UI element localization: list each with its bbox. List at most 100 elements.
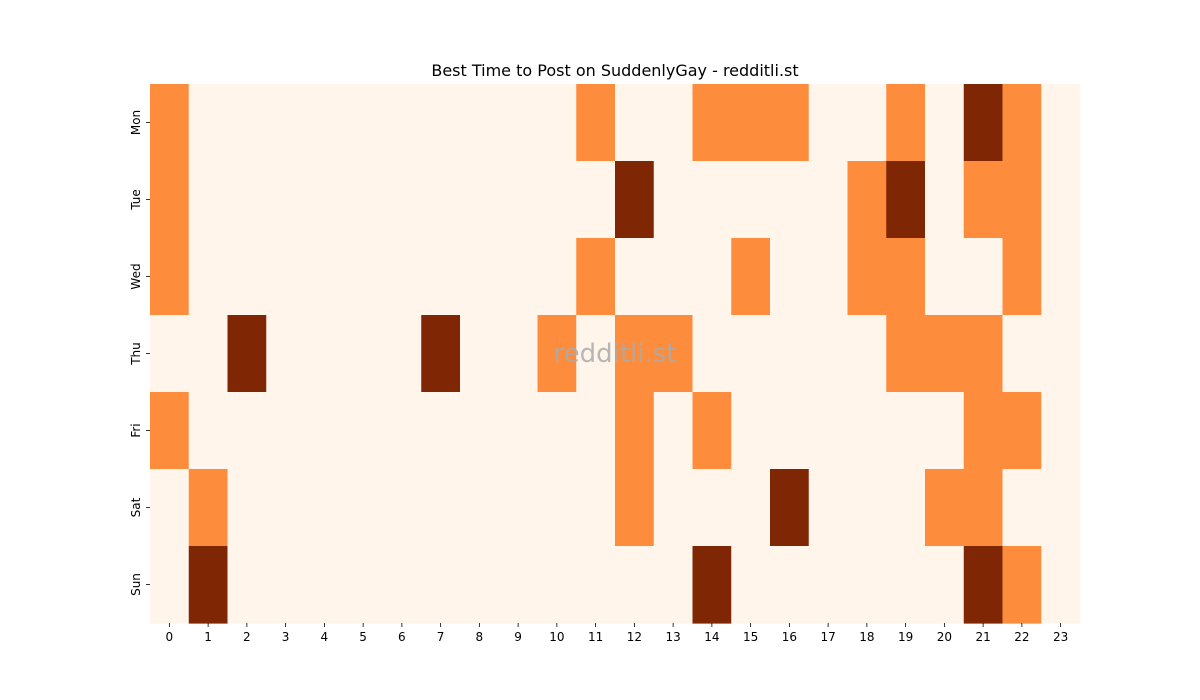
x-tick-label: 20 [937,630,952,644]
heatmap-cell [808,546,849,624]
heatmap-cell [847,238,887,316]
heatmap-cell [653,84,694,162]
x-tick-label: 5 [359,630,367,644]
heatmap-cell [1041,161,1081,239]
heatmap-cell [460,238,500,316]
heatmap-cell [847,315,887,393]
heatmap-cell [925,84,965,162]
heatmap-cell [537,546,577,624]
heatmap-cell [653,161,694,239]
heatmap-cell [266,84,306,162]
heatmap-cell [266,315,306,393]
heatmap-cell [576,161,616,239]
heatmap-cell [343,161,384,239]
heatmap-cell [692,315,732,393]
heatmap-cell [382,546,422,624]
heatmap-cell [1002,469,1042,547]
heatmap-cell [576,84,616,162]
heatmap-cell [963,546,1004,624]
heatmap-cell [498,84,539,162]
heatmap-cell [886,315,926,393]
heatmap-cell [421,392,461,470]
heatmap-cell [305,469,345,547]
heatmap-cell [1041,84,1081,162]
y-tick-label: Tue [129,189,143,211]
y-tick-label: Sun [129,573,143,596]
heatmap-cell [498,161,539,239]
heatmap-cell [266,392,306,470]
heatmap-cell [615,315,655,393]
heatmap-cell [692,84,732,162]
heatmap-cell [227,315,267,393]
heatmap-cell [615,161,655,239]
heatmap-cell [1041,238,1081,316]
heatmap-cell [343,84,384,162]
heatmap-cell [731,392,771,470]
x-tick-label: 10 [549,630,564,644]
heatmap-cell [305,392,345,470]
heatmap-cell [188,392,229,470]
heatmap-cell [305,161,345,239]
heatmap-cell [731,84,771,162]
heatmap-cell [615,238,655,316]
x-tick-label: 23 [1053,630,1068,644]
x-tick-label: 4 [321,630,329,644]
heatmap-cell [537,469,577,547]
heatmap-cell [150,315,190,393]
y-tick-label: Wed [129,263,143,289]
heatmap-cell [731,469,771,547]
heatmap-cells [150,84,1081,624]
heatmap-cell [266,546,306,624]
heatmap-cell [421,84,461,162]
heatmap-cell [188,84,229,162]
heatmap-cell [653,238,694,316]
heatmap-cell [421,161,461,239]
heatmap-cell [653,315,694,393]
heatmap-cell [498,469,539,547]
heatmap-cell [770,84,810,162]
chart-title: Best Time to Post on SuddenlyGay - reddi… [431,61,798,80]
x-tick-label: 17 [820,630,835,644]
heatmap-cell [460,315,500,393]
heatmap-cell [266,238,306,316]
heatmap-cell [227,238,267,316]
heatmap-cell [188,315,229,393]
heatmap-cell [925,546,965,624]
heatmap-cell [886,546,926,624]
heatmap-cell [382,392,422,470]
heatmap-cell [731,315,771,393]
heatmap-cell [847,84,887,162]
heatmap-cell [925,469,965,547]
heatmap-cell [1041,546,1081,624]
heatmap-cell [343,469,384,547]
heatmap-cell [150,469,190,547]
x-tick-label: 1 [204,630,212,644]
heatmap-cell [770,469,810,547]
heatmap-cell [808,238,849,316]
heatmap-cell [227,161,267,239]
heatmap-cell [421,315,461,393]
heatmap-cell [731,238,771,316]
heatmap-cell [925,315,965,393]
heatmap-cell [537,84,577,162]
heatmap-cell [770,546,810,624]
heatmap-cell [305,546,345,624]
heatmap-cell [227,84,267,162]
x-tick-label: 6 [398,630,406,644]
heatmap-cell [421,469,461,547]
heatmap-cell [615,392,655,470]
y-tick-label: Thu [129,342,143,366]
heatmap-cell [808,315,849,393]
heatmap-cell [1002,392,1042,470]
heatmap-cell [382,238,422,316]
heatmap-cell [498,546,539,624]
heatmap-cell [421,238,461,316]
heatmap-cell [886,84,926,162]
heatmap-cell [1041,315,1081,393]
x-tick-label: 19 [898,630,913,644]
heatmap-cell [150,84,190,162]
heatmap-cell [731,546,771,624]
x-tick-label: 3 [282,630,290,644]
heatmap-cell [886,392,926,470]
heatmap-cell [615,84,655,162]
